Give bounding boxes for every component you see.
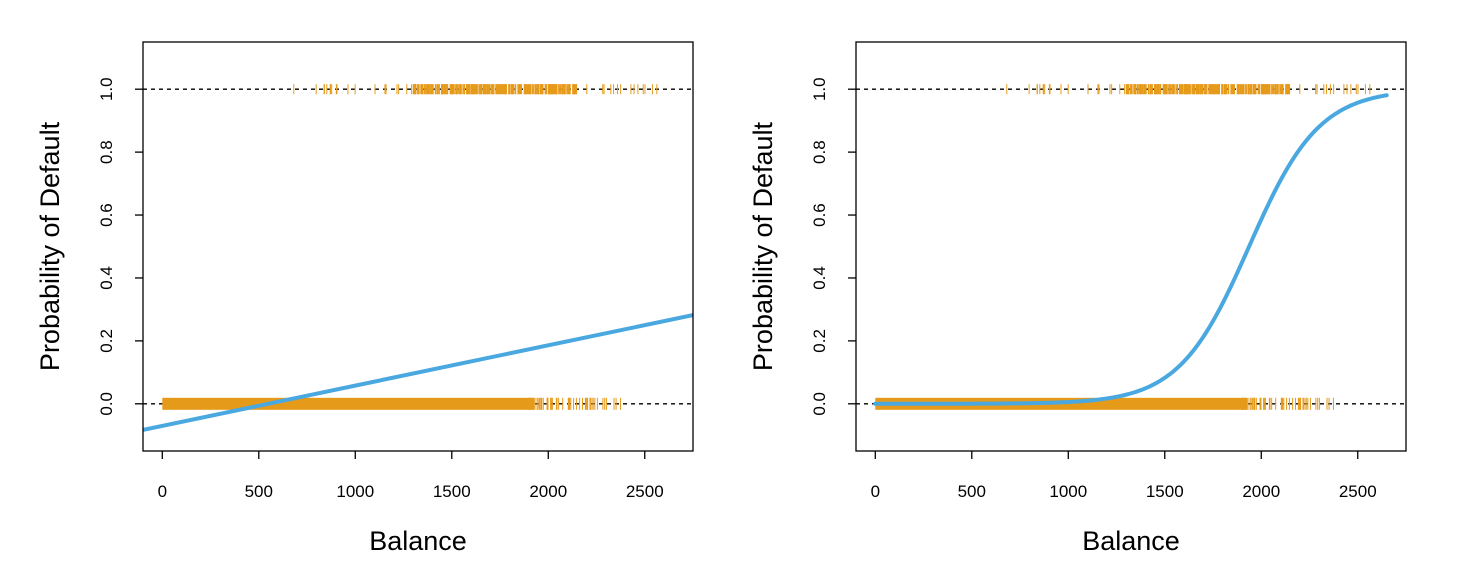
x-tick-label-1000: 1000 <box>1049 482 1087 501</box>
x-tick-label-1500: 1500 <box>1146 482 1184 501</box>
y-tick-label-0.4: 0.4 <box>810 266 829 290</box>
x-tick-label-1000: 1000 <box>336 482 374 501</box>
y-tick-label-1: 1.0 <box>97 77 116 101</box>
y-tick-label-0: 0.0 <box>97 392 116 416</box>
plot-frame <box>142 41 694 452</box>
rug-group <box>162 84 658 410</box>
y-axis-title: Probability of Default <box>748 121 778 371</box>
x-tick-label-500: 500 <box>958 482 986 501</box>
x-tick-label-2500: 2500 <box>1339 482 1377 501</box>
x-axis-title: Balance <box>1082 526 1180 556</box>
x-tick-label-2000: 2000 <box>529 482 567 501</box>
y-tick-label-1: 1.0 <box>810 77 829 101</box>
y-tick-label-0.8: 0.8 <box>810 140 829 164</box>
x-axis-title: Balance <box>369 526 467 556</box>
fitted-curve <box>873 93 1389 406</box>
x-tick-label-0: 0 <box>158 482 167 501</box>
y-tick-label-0.4: 0.4 <box>97 266 116 290</box>
fitted-curve <box>143 313 693 432</box>
y-axis-title: Probability of Default <box>35 121 65 371</box>
y-tick-label-0.2: 0.2 <box>810 329 829 353</box>
logistic-regression-panel: 0 500 1000 1500 2000 2500 0.0 0.2 0.4 0.6 0.8 1.0 Ba… <box>748 41 1407 556</box>
x-tick-label-1500: 1500 <box>433 482 471 501</box>
x-tick-label-2000: 2000 <box>1242 482 1280 501</box>
x-tick-label-0: 0 <box>871 482 880 501</box>
plot-frame <box>855 41 1407 452</box>
linear-regression-panel: 0 500 1000 1500 2000 2500 0.0 0.2 0.4 0.6 0.8 1.0 Ba… <box>35 41 694 556</box>
y-tick-label-0.8: 0.8 <box>97 140 116 164</box>
rug-group <box>875 84 1371 410</box>
rug-band-default-no <box>162 397 529 410</box>
x-tick-label-500: 500 <box>245 482 273 501</box>
y-tick-label-0.6: 0.6 <box>810 203 829 227</box>
y-tick-label-0.2: 0.2 <box>97 329 116 353</box>
x-tick-label-2500: 2500 <box>626 482 664 501</box>
y-tick-label-0: 0.0 <box>810 392 829 416</box>
y-tick-label-0.6: 0.6 <box>97 203 116 227</box>
